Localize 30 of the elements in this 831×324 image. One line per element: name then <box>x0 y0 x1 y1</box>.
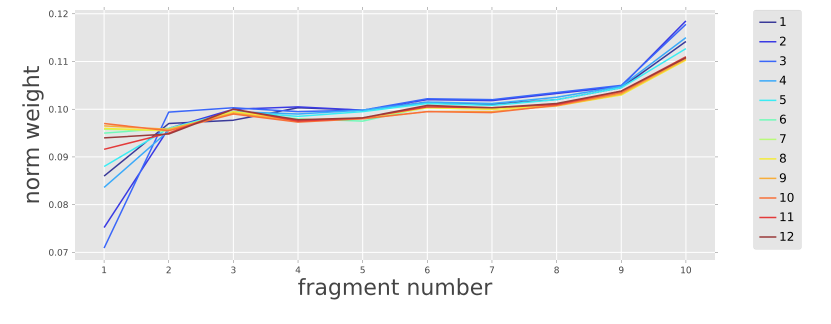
y-tick-label: 0.10 <box>49 106 68 113</box>
x-tick-label: 2 <box>166 266 171 274</box>
legend-label: 10 <box>780 192 794 202</box>
x-axis-title: fragment number <box>298 278 492 300</box>
legend-label: 9 <box>780 173 786 182</box>
x-tick-label: 7 <box>490 266 494 274</box>
legend-label: 7 <box>780 134 786 143</box>
x-tick-label: 10 <box>681 266 692 274</box>
y-tick-label: 0.08 <box>49 201 68 208</box>
legend-label: 5 <box>780 95 786 104</box>
legend-label: 3 <box>780 56 786 66</box>
legend-label: 1 <box>780 17 786 26</box>
y-tick-label: 0.09 <box>49 154 68 160</box>
legend-label: 12 <box>780 232 794 241</box>
legend-label: 4 <box>780 76 786 85</box>
x-tick-label: 5 <box>360 266 365 274</box>
y-axis-title: norm weight <box>22 66 44 202</box>
y-tick-label: 0.11 <box>49 58 68 65</box>
x-tick-label: 4 <box>296 266 300 274</box>
x-tick-label: 8 <box>554 266 559 274</box>
x-tick-label: 3 <box>231 266 236 274</box>
x-tick-label: 9 <box>618 266 624 274</box>
x-tick-label: 1 <box>102 266 106 274</box>
legend-label: 6 <box>780 114 786 124</box>
legend-label: 11 <box>780 212 794 222</box>
legend-label: 8 <box>780 154 786 163</box>
y-tick-label: 0.07 <box>49 248 68 256</box>
legend-label: 2 <box>780 36 786 46</box>
y-tick-label: 0.12 <box>49 10 68 18</box>
x-tick-label: 6 <box>425 266 430 274</box>
